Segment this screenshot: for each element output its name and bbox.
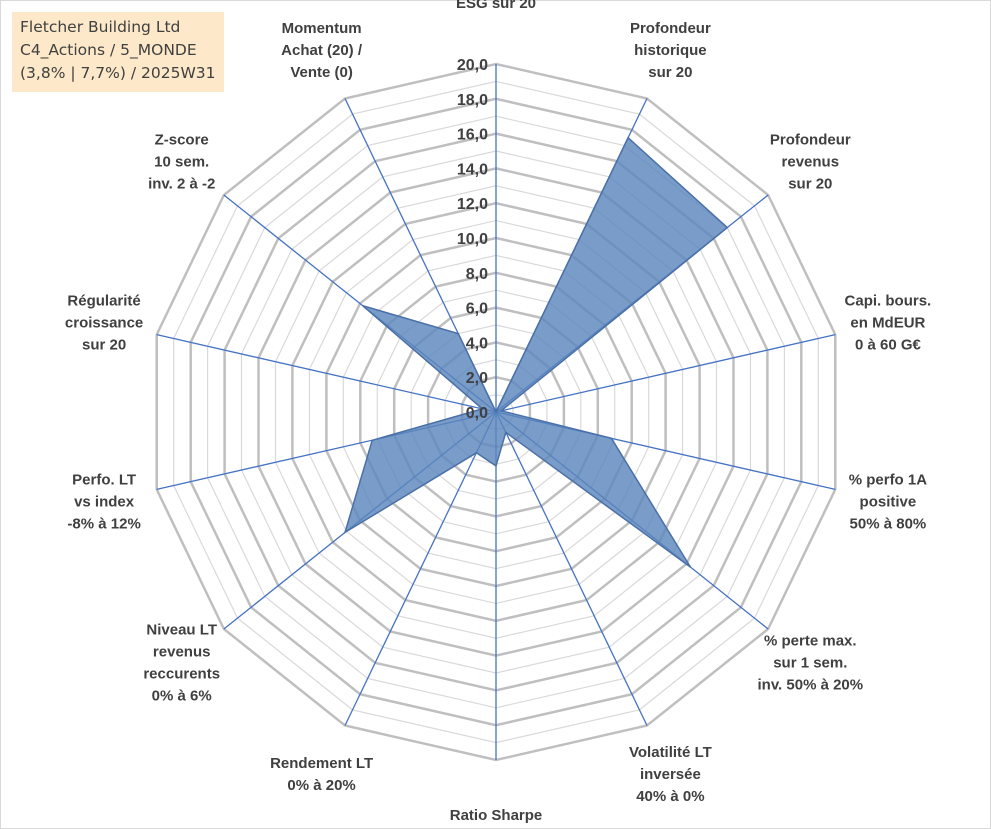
tick-label: 8,0 bbox=[466, 266, 488, 283]
info-period: (3,8% | 7,7%) / 2025W31 bbox=[20, 64, 216, 82]
axis-label: NoteESG sur 20 bbox=[456, 0, 536, 12]
axis-label: Profondeur revenus sur 20 bbox=[770, 131, 851, 192]
tick-label: 10,0 bbox=[457, 231, 488, 248]
tick-label: 12,0 bbox=[457, 196, 488, 213]
axis-spoke bbox=[344, 411, 497, 726]
axis-label: Rendement LT 0% à 20% bbox=[270, 755, 373, 794]
axis-label: Perfo. LT vs index -8% à 12% bbox=[67, 472, 140, 533]
tick-label: 2,0 bbox=[466, 370, 488, 387]
tick-label: 14,0 bbox=[457, 161, 488, 178]
axis-label: Momentum Achat (20) / Vente (0) bbox=[281, 20, 363, 81]
info-category: C4_Actions / 5_MONDE bbox=[20, 41, 197, 59]
axis-label: Z-score 10 sem. inv. 2 à -2 bbox=[148, 131, 215, 192]
tick-label: 16,0 bbox=[457, 127, 488, 144]
tick-label: 0,0 bbox=[466, 405, 488, 422]
axis-label: Capi. bours. en MdEUR 0 à 60 G€ bbox=[845, 293, 932, 354]
axis-label: % perfo 1A positive 50% à 80% bbox=[849, 472, 928, 533]
axis-label: Volatilité LT inversée 40% à 0% bbox=[629, 744, 712, 805]
series-area bbox=[343, 136, 729, 568]
info-box: Fletcher Building Ltd C4_Actions / 5_MON… bbox=[12, 12, 224, 92]
axis-label: % perte max. sur 1 sem. inv. 50% à 20% bbox=[757, 633, 863, 694]
tick-label: 18,0 bbox=[457, 92, 488, 109]
axis-label: Profondeur historique sur 20 bbox=[630, 20, 711, 81]
tick-label: 4,0 bbox=[466, 335, 488, 352]
axis-label: Ratio Sharpe0 à 1 bbox=[450, 807, 543, 829]
axis-label: Régularité croissance sur 20 bbox=[65, 293, 143, 354]
tick-label: 6,0 bbox=[466, 301, 488, 318]
axis-spoke bbox=[495, 333, 836, 413]
tick-label: 20,0 bbox=[457, 57, 488, 74]
axis-spoke bbox=[156, 333, 497, 413]
axis-spoke bbox=[495, 411, 648, 726]
info-company: Fletcher Building Ltd bbox=[20, 18, 181, 36]
axis-label: Niveau LT revenus reccurents 0% à 6% bbox=[143, 622, 220, 705]
